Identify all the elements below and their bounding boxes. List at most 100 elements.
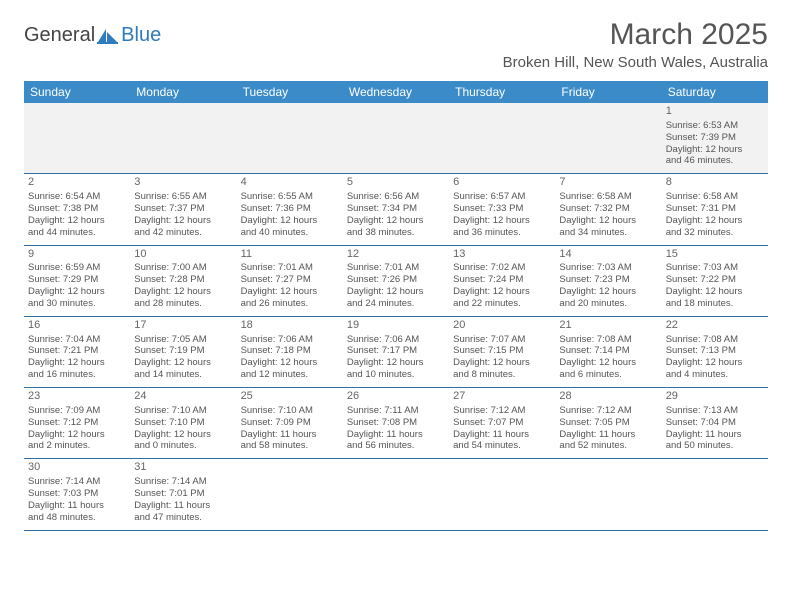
calendar-day-cell: 5Sunrise: 6:56 AMSunset: 7:34 PMDaylight… [343,174,449,245]
daylight-text: Daylight: 12 hours [666,357,764,369]
sunset-text: Sunset: 7:33 PM [453,203,551,215]
sunset-text: Sunset: 7:23 PM [559,274,657,286]
sunrise-text: Sunrise: 7:13 AM [666,405,764,417]
sunset-text: Sunset: 7:36 PM [241,203,339,215]
sunrise-text: Sunrise: 7:02 AM [453,262,551,274]
daylight-text: Daylight: 12 hours [28,429,126,441]
sunrise-text: Sunrise: 6:53 AM [666,120,764,132]
calendar-day-cell: 19Sunrise: 7:06 AMSunset: 7:17 PMDayligh… [343,316,449,387]
calendar-day-cell: 1Sunrise: 6:53 AMSunset: 7:39 PMDaylight… [662,103,768,174]
day-number: 31 [134,461,232,475]
daylight-text: Daylight: 12 hours [559,215,657,227]
daylight-text: and 42 minutes. [134,227,232,239]
sunset-text: Sunset: 7:05 PM [559,417,657,429]
day-number: 11 [241,248,339,262]
daylight-text: Daylight: 12 hours [28,286,126,298]
sunrise-text: Sunrise: 7:01 AM [241,262,339,274]
sunrise-text: Sunrise: 7:09 AM [28,405,126,417]
calendar-day-cell: 20Sunrise: 7:07 AMSunset: 7:15 PMDayligh… [449,316,555,387]
day-number: 27 [453,390,551,404]
calendar-day-cell: 7Sunrise: 6:58 AMSunset: 7:32 PMDaylight… [555,174,661,245]
day-number: 6 [453,176,551,190]
sunrise-text: Sunrise: 7:05 AM [134,334,232,346]
sunrise-text: Sunrise: 6:58 AM [559,191,657,203]
day-number: 26 [347,390,445,404]
sunset-text: Sunset: 7:08 PM [347,417,445,429]
day-number: 24 [134,390,232,404]
daylight-text: and 18 minutes. [666,298,764,310]
calendar-day-cell: 24Sunrise: 7:10 AMSunset: 7:10 PMDayligh… [130,388,236,459]
sunrise-text: Sunrise: 7:03 AM [666,262,764,274]
day-number: 4 [241,176,339,190]
sunset-text: Sunset: 7:10 PM [134,417,232,429]
calendar-day-cell [449,103,555,174]
sunset-text: Sunset: 7:32 PM [559,203,657,215]
sunset-text: Sunset: 7:13 PM [666,345,764,357]
weekday-header: Wednesday [343,81,449,103]
day-number: 25 [241,390,339,404]
day-number: 14 [559,248,657,262]
daylight-text: Daylight: 12 hours [347,357,445,369]
sunrise-text: Sunrise: 7:01 AM [347,262,445,274]
sunrise-text: Sunrise: 7:00 AM [134,262,232,274]
daylight-text: Daylight: 12 hours [559,357,657,369]
calendar-day-cell: 25Sunrise: 7:10 AMSunset: 7:09 PMDayligh… [237,388,343,459]
daylight-text: and 50 minutes. [666,440,764,452]
sunrise-text: Sunrise: 7:14 AM [28,476,126,488]
weekday-header: Sunday [24,81,130,103]
sunrise-text: Sunrise: 6:56 AM [347,191,445,203]
daylight-text: Daylight: 12 hours [453,357,551,369]
day-number: 29 [666,390,764,404]
calendar-week-row: 1Sunrise: 6:53 AMSunset: 7:39 PMDaylight… [24,103,768,174]
calendar-day-cell: 23Sunrise: 7:09 AMSunset: 7:12 PMDayligh… [24,388,130,459]
daylight-text: Daylight: 12 hours [666,144,764,156]
sunrise-text: Sunrise: 6:54 AM [28,191,126,203]
calendar-day-cell [130,103,236,174]
calendar-day-cell: 28Sunrise: 7:12 AMSunset: 7:05 PMDayligh… [555,388,661,459]
daylight-text: and 2 minutes. [28,440,126,452]
sunset-text: Sunset: 7:09 PM [241,417,339,429]
calendar-table: Sunday Monday Tuesday Wednesday Thursday… [24,81,768,531]
daylight-text: Daylight: 12 hours [453,215,551,227]
day-number: 1 [666,105,764,119]
sunrise-text: Sunrise: 7:12 AM [453,405,551,417]
day-number: 5 [347,176,445,190]
daylight-text: and 0 minutes. [134,440,232,452]
daylight-text: Daylight: 12 hours [241,357,339,369]
calendar-day-cell: 29Sunrise: 7:13 AMSunset: 7:04 PMDayligh… [662,388,768,459]
sunset-text: Sunset: 7:37 PM [134,203,232,215]
sunset-text: Sunset: 7:07 PM [453,417,551,429]
daylight-text: and 34 minutes. [559,227,657,239]
daylight-text: and 30 minutes. [28,298,126,310]
calendar-week-row: 2Sunrise: 6:54 AMSunset: 7:38 PMDaylight… [24,174,768,245]
sunset-text: Sunset: 7:38 PM [28,203,126,215]
day-number: 13 [453,248,551,262]
logo-text-blue: Blue [121,24,161,47]
sunrise-text: Sunrise: 6:59 AM [28,262,126,274]
daylight-text: Daylight: 12 hours [134,215,232,227]
sunset-text: Sunset: 7:26 PM [347,274,445,286]
daylight-text: and 4 minutes. [666,369,764,381]
calendar-day-cell [237,103,343,174]
daylight-text: Daylight: 12 hours [453,286,551,298]
title-block: March 2025 Broken Hill, New South Wales,… [503,18,768,71]
sunrise-text: Sunrise: 7:03 AM [559,262,657,274]
sunrise-text: Sunrise: 7:07 AM [453,334,551,346]
daylight-text: Daylight: 11 hours [241,429,339,441]
calendar-day-cell: 15Sunrise: 7:03 AMSunset: 7:22 PMDayligh… [662,245,768,316]
calendar-day-cell: 2Sunrise: 6:54 AMSunset: 7:38 PMDaylight… [24,174,130,245]
sunrise-text: Sunrise: 7:10 AM [134,405,232,417]
sunset-text: Sunset: 7:39 PM [666,132,764,144]
daylight-text: Daylight: 11 hours [666,429,764,441]
sunrise-text: Sunrise: 6:57 AM [453,191,551,203]
calendar-day-cell: 21Sunrise: 7:08 AMSunset: 7:14 PMDayligh… [555,316,661,387]
daylight-text: and 8 minutes. [453,369,551,381]
sunset-text: Sunset: 7:04 PM [666,417,764,429]
calendar-day-cell: 3Sunrise: 6:55 AMSunset: 7:37 PMDaylight… [130,174,236,245]
day-number: 3 [134,176,232,190]
daylight-text: Daylight: 12 hours [347,215,445,227]
calendar-day-cell [555,459,661,530]
weekday-header: Thursday [449,81,555,103]
daylight-text: and 22 minutes. [453,298,551,310]
day-number: 23 [28,390,126,404]
